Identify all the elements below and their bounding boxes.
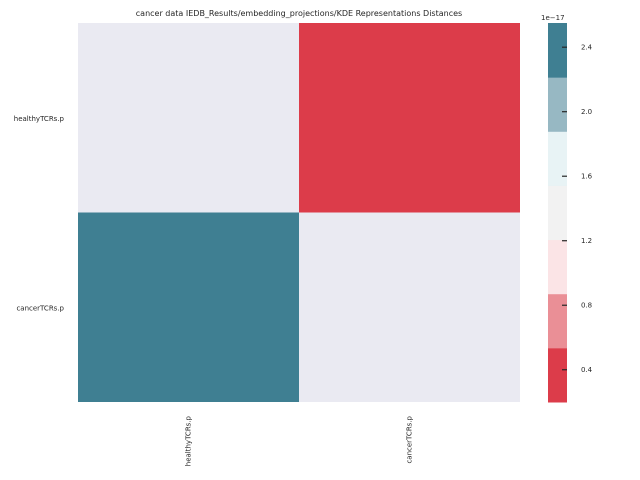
col-tick-label: cancerTCRs.p	[406, 415, 414, 463]
colorbar-band	[548, 77, 567, 132]
colorbar-tick-label: 2.0	[581, 108, 592, 116]
heatmap-cell	[78, 212, 299, 402]
colorbar-offset-text: 1e−17	[541, 14, 565, 22]
colorbar: 0.4 0.8 1.2 1.6 2.0 2.4	[548, 23, 593, 403]
col-tick-label: healthyTCRs.p	[185, 415, 193, 466]
heatmap-cell	[299, 212, 520, 402]
col-labels: healthyTCRs.p cancerTCRs.p	[185, 415, 414, 466]
colorbar-band	[548, 293, 567, 349]
colorbar-tick-label: 1.6	[581, 173, 593, 181]
row-tick-label: healthyTCRs.p	[14, 115, 65, 123]
colorbar-band	[548, 23, 567, 78]
chart-title: cancer data IEDB_Results/embedding_proje…	[136, 9, 462, 18]
colorbar-band	[548, 347, 567, 403]
colorbar-band	[548, 239, 567, 295]
colorbar-band	[548, 185, 567, 241]
colorbar-tick-label: 2.4	[581, 44, 593, 52]
heatmap-cell	[299, 23, 520, 213]
colorbar-tick-label: 0.8	[581, 302, 592, 310]
row-labels: healthyTCRs.p cancerTCRs.p	[14, 115, 65, 313]
colorbar-tick-label: 1.2	[581, 237, 592, 245]
heatmap-cells	[78, 23, 520, 402]
colorbar-tick-label: 0.4	[581, 366, 593, 374]
colorbar-band	[548, 131, 567, 186]
heatmap-cell	[78, 23, 299, 213]
row-tick-label: cancerTCRs.p	[16, 304, 64, 312]
